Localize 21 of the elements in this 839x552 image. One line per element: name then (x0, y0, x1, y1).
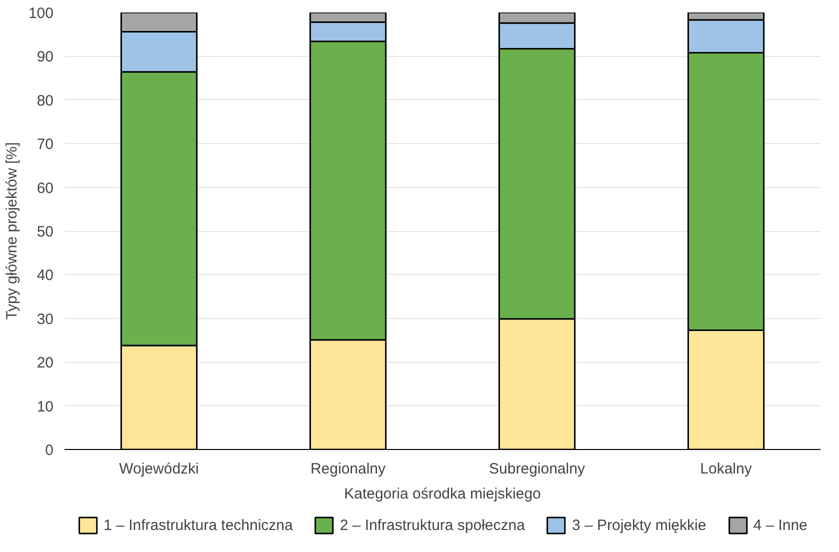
y-tick-label: 40 (36, 267, 54, 284)
y-tick-label: 60 (36, 180, 54, 197)
y-tick-label: 20 (36, 354, 54, 372)
y-tick-label: 80 (36, 92, 54, 110)
x-tick-label: Subregionalny (489, 460, 586, 478)
y-tick-label: 10 (36, 398, 54, 416)
legend-label: 4 – Inne (753, 516, 808, 534)
y-tick-label: 70 (36, 136, 54, 154)
legend-label: 1 – Infrastruktura techniczna (104, 516, 293, 534)
x-tick-label: Regionalny (310, 460, 386, 478)
legend-label: 2 – Infrastruktura społeczna (340, 516, 525, 534)
y-axis-title: Typy główne projektów [%] (3, 142, 20, 320)
y-tick-label: 100 (28, 5, 54, 22)
y-tick-label: 50 (36, 224, 54, 240)
y-tick-label: 30 (36, 310, 54, 328)
y-tick-label: 0 (45, 442, 54, 459)
x-axis-title: Kategoria ośrodka miejskiego (344, 486, 541, 502)
legend-label: 3 – Projekty miękkie (572, 516, 706, 534)
x-tick-label: Lokalny (700, 460, 752, 478)
y-tick-label: 90 (36, 48, 54, 66)
x-tick-label: Wojewódzki (119, 460, 199, 478)
